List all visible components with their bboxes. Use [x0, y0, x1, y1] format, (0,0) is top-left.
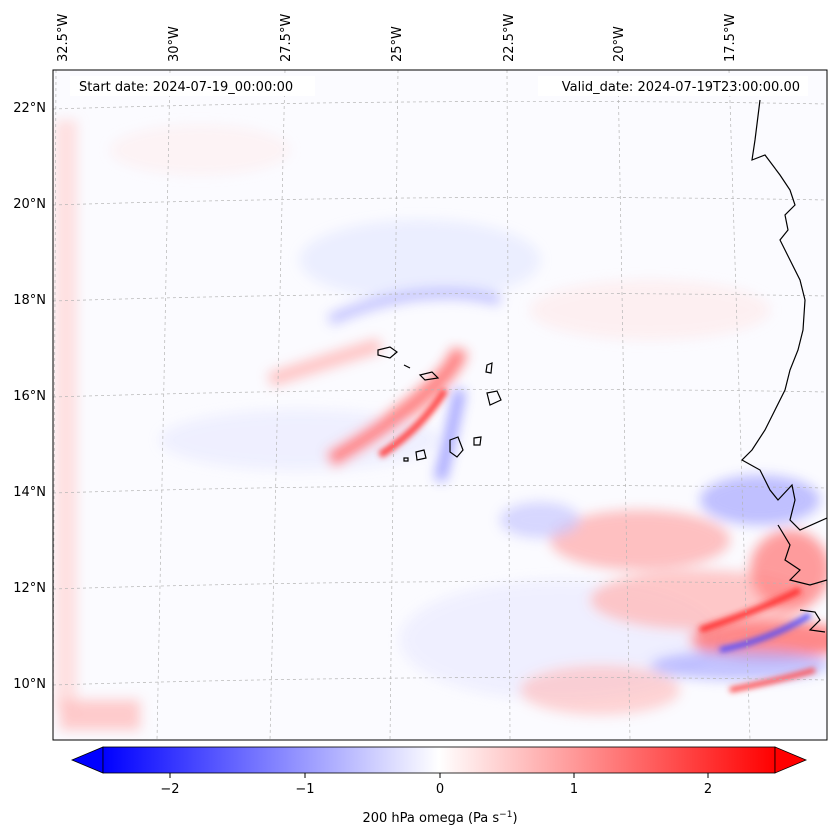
lon-label-30w: 30°W	[167, 26, 182, 62]
lon-label-27-5w: 27.5°W	[279, 14, 294, 62]
start-date-label: Start date: 2024-07-19_00:00:00	[79, 80, 293, 95]
lat-label-20n: 20°N	[13, 197, 46, 212]
colorbar-max-extend	[774, 746, 808, 774]
island-fogo	[415, 449, 427, 461]
island-santiago	[449, 436, 464, 458]
lat-label-14n: 14°N	[13, 485, 46, 500]
lat-label-10n: 10°N	[13, 677, 46, 692]
colorbar: −2 −1 0 1 2 200 hPa omega (Pa s−1)	[70, 746, 808, 826]
lat-labels: 22°N 20°N 18°N 16°N 14°N 12°N 10°N	[13, 101, 46, 692]
lon-labels: 32.5°W 30°W 27.5°W 25°W 22.5°W 20°W 17.5…	[56, 14, 738, 62]
island-sao-nicolau	[418, 371, 440, 381]
colorbar-tick-neg2: −2	[160, 782, 179, 797]
lon-label-20w: 20°W	[612, 26, 627, 62]
island-sao-vicente	[403, 364, 411, 369]
lat-label-22n: 22°N	[13, 101, 46, 116]
colorbar-tick-neg1: −1	[295, 782, 314, 797]
valid-date-label: Valid_date: 2024-07-19T23:00:00.00	[562, 80, 800, 95]
map-border	[52, 69, 828, 741]
colorbar-tick-2: 2	[704, 782, 712, 797]
colorbar-bar	[102, 746, 776, 774]
lat-label-18n: 18°N	[13, 293, 46, 308]
colorbar-label: 200 hPa omega (Pa s−1)	[362, 810, 517, 826]
lon-label-17-5w: 17.5°W	[723, 14, 738, 62]
colorbar-tick-1: 1	[570, 782, 578, 797]
colorbar-tick-0: 0	[436, 782, 444, 797]
lon-label-25w: 25°W	[390, 26, 405, 62]
lat-label-12n: 12°N	[13, 581, 46, 596]
colorbar-min-extend	[70, 746, 104, 774]
lon-label-22-5w: 22.5°W	[502, 14, 517, 62]
valid-date-box	[538, 76, 808, 96]
lat-label-16n: 16°N	[13, 389, 46, 404]
island-santo-antao	[377, 346, 398, 359]
island-boa-vista	[486, 390, 502, 406]
island-maio	[473, 436, 482, 446]
graticule	[53, 70, 827, 740]
start-date-box	[70, 76, 315, 96]
lon-label-32-5w: 32.5°W	[56, 14, 71, 62]
island-sal	[485, 362, 493, 374]
omega-field	[55, 120, 827, 730]
island-brava	[403, 457, 409, 462]
coastline	[377, 99, 827, 633]
